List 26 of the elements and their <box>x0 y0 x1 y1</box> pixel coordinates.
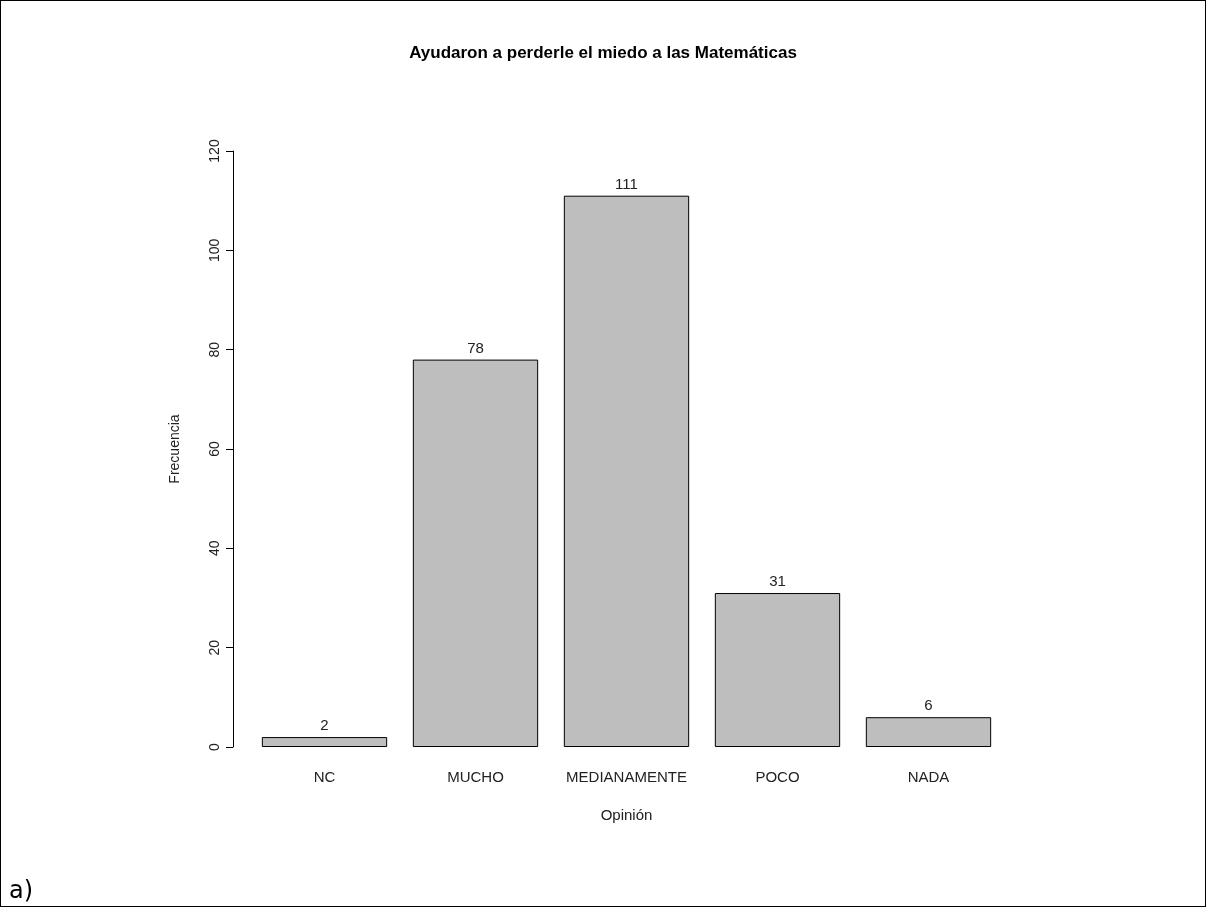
bar <box>714 593 841 747</box>
x-tick-label: NC <box>313 768 336 785</box>
x-tick-label: MUCHO <box>447 768 504 785</box>
y-tick-label: 0 <box>206 742 222 751</box>
data-label: 31 <box>769 572 786 590</box>
bar <box>412 359 539 747</box>
bar <box>261 737 388 747</box>
text: a) <box>9 876 34 904</box>
y-tick-label: 100 <box>206 238 222 263</box>
y-axis-title: Frecuencia <box>166 414 182 484</box>
data-label: 6 <box>924 696 933 714</box>
y-tick-label: 20 <box>206 639 222 656</box>
bar <box>563 195 690 747</box>
data-label: 2 <box>320 716 329 734</box>
chart-title: Ayudaron a perderle el miedo a las Matemáticas <box>409 43 797 62</box>
x-tick-label: POCO <box>755 768 800 785</box>
data-label: 111 <box>615 174 638 192</box>
y-tick-label: 80 <box>206 341 222 358</box>
y-tick-label: 120 <box>206 139 222 163</box>
x-tick-label: MEDIANAMENTE <box>566 768 687 785</box>
bar <box>865 717 992 747</box>
y-tick-label: 60 <box>206 441 222 457</box>
y-tick-label: 40 <box>206 540 222 557</box>
x-tick-label: NADA <box>907 768 950 785</box>
data-label: 78 <box>467 338 484 356</box>
x-axis-title: Opinión <box>600 806 653 823</box>
